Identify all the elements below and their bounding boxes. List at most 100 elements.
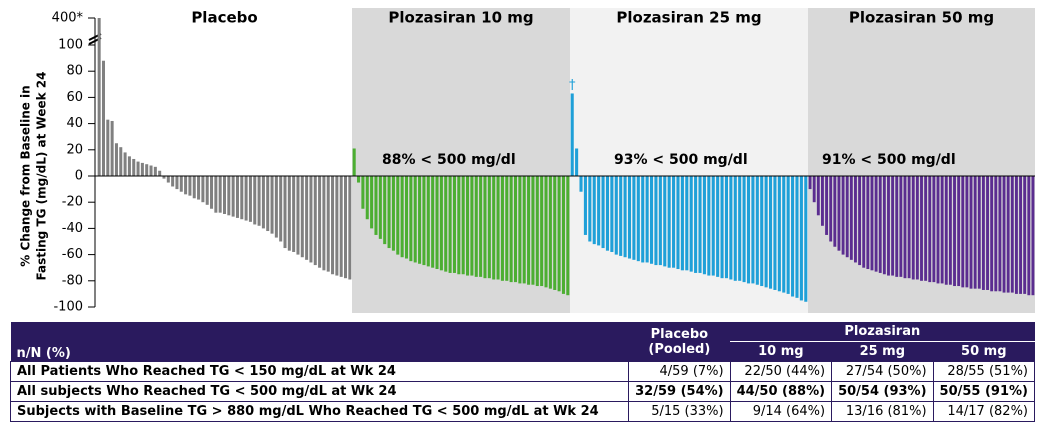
- bar: [461, 176, 465, 275]
- bar: [804, 176, 808, 302]
- bar: [522, 176, 526, 284]
- y-tick-label: -100: [53, 300, 83, 315]
- bar: [548, 176, 552, 289]
- bar: [627, 176, 632, 259]
- bar: [597, 176, 601, 246]
- bar: [370, 176, 374, 229]
- bar: [457, 176, 461, 275]
- bar: [483, 176, 487, 279]
- bar: [426, 176, 430, 267]
- bar: [344, 176, 348, 279]
- bar: [422, 176, 426, 266]
- bar: [192, 176, 196, 199]
- bar: [123, 152, 127, 176]
- bar: [296, 176, 300, 255]
- bar: [751, 176, 755, 284]
- bar: [214, 176, 218, 213]
- bar: [870, 176, 874, 271]
- bar: [326, 176, 330, 272]
- bar: [742, 176, 746, 283]
- table-row: All subjects Who Reached TG < 500 mg/dL …: [9, 381, 1036, 402]
- bar: [1023, 176, 1027, 294]
- bar: [583, 176, 587, 235]
- bar: [140, 162, 144, 176]
- bar: [201, 176, 205, 203]
- bar: [773, 176, 777, 290]
- bar: [235, 176, 239, 218]
- bar: [166, 176, 170, 183]
- bar: [509, 176, 513, 283]
- bar: [274, 176, 278, 238]
- bar: [1027, 176, 1031, 296]
- bar: [680, 176, 684, 271]
- bar: [619, 176, 623, 256]
- bar: [309, 176, 313, 263]
- bar: [557, 176, 561, 292]
- bar: [755, 176, 759, 285]
- bar: [527, 176, 531, 285]
- bar: [994, 176, 998, 292]
- bar: [592, 176, 596, 245]
- annotation: 88% < 500 mg/dl: [382, 152, 516, 168]
- panel: [570, 8, 808, 313]
- corner: n/N (%): [16, 346, 71, 361]
- bar: [496, 176, 500, 280]
- cell: 14/17 (82%): [932, 401, 1036, 422]
- cell: 13/16 (81%): [831, 401, 934, 422]
- bar: [768, 176, 773, 289]
- bar: [940, 176, 944, 284]
- bar: [383, 176, 387, 245]
- bar: [444, 176, 448, 272]
- bar: [305, 176, 309, 260]
- bar: [540, 176, 544, 287]
- dose-header: 10 mg: [758, 344, 804, 359]
- bar: [588, 176, 592, 242]
- bar: [887, 176, 890, 276]
- cell: 44/50 (88%): [729, 381, 833, 402]
- table-row: Subjects with Baseline TG > 880 mg/dL Wh…: [9, 401, 1036, 422]
- bar: [197, 176, 201, 200]
- bar: [409, 176, 413, 262]
- bar: [396, 176, 400, 255]
- bar: [990, 176, 994, 292]
- bar: [791, 176, 795, 297]
- bar: [222, 176, 227, 214]
- cell: 50/55 (91%): [932, 381, 1036, 402]
- bar: [253, 176, 257, 225]
- bar: [227, 176, 231, 216]
- bar: [266, 176, 270, 232]
- bar: [210, 176, 214, 209]
- bar: [928, 176, 932, 283]
- bar: [188, 176, 192, 196]
- bar: [553, 176, 557, 290]
- bar: [300, 176, 304, 258]
- y-label: Fasting TG (mg/dL) at Week 24: [35, 72, 49, 281]
- bar: [907, 176, 911, 279]
- bar: [961, 176, 965, 288]
- bar: [404, 176, 409, 259]
- bar: [413, 176, 417, 263]
- bar: [786, 176, 790, 294]
- bar: [218, 176, 222, 213]
- bar: [231, 176, 235, 217]
- annotation: 93% < 500 mg/dl: [614, 152, 748, 168]
- bar: [924, 176, 928, 281]
- bar: [1031, 176, 1035, 296]
- y-tick-label: 400*: [52, 11, 84, 26]
- cell: 50/54 (93%): [831, 381, 934, 402]
- bar: [127, 156, 131, 176]
- bar: [903, 176, 907, 279]
- annotation: †: [569, 78, 576, 93]
- text: Placebo: [650, 326, 709, 342]
- bar: [205, 176, 209, 205]
- bar: [948, 176, 952, 285]
- bar: [953, 176, 956, 287]
- bar: [452, 176, 456, 273]
- bar: [841, 176, 845, 255]
- bar: [513, 176, 518, 283]
- bar: [977, 176, 981, 289]
- bar: [184, 176, 188, 195]
- bar: [365, 176, 369, 220]
- bar: [891, 176, 895, 276]
- group-title: Placebo: [191, 9, 257, 27]
